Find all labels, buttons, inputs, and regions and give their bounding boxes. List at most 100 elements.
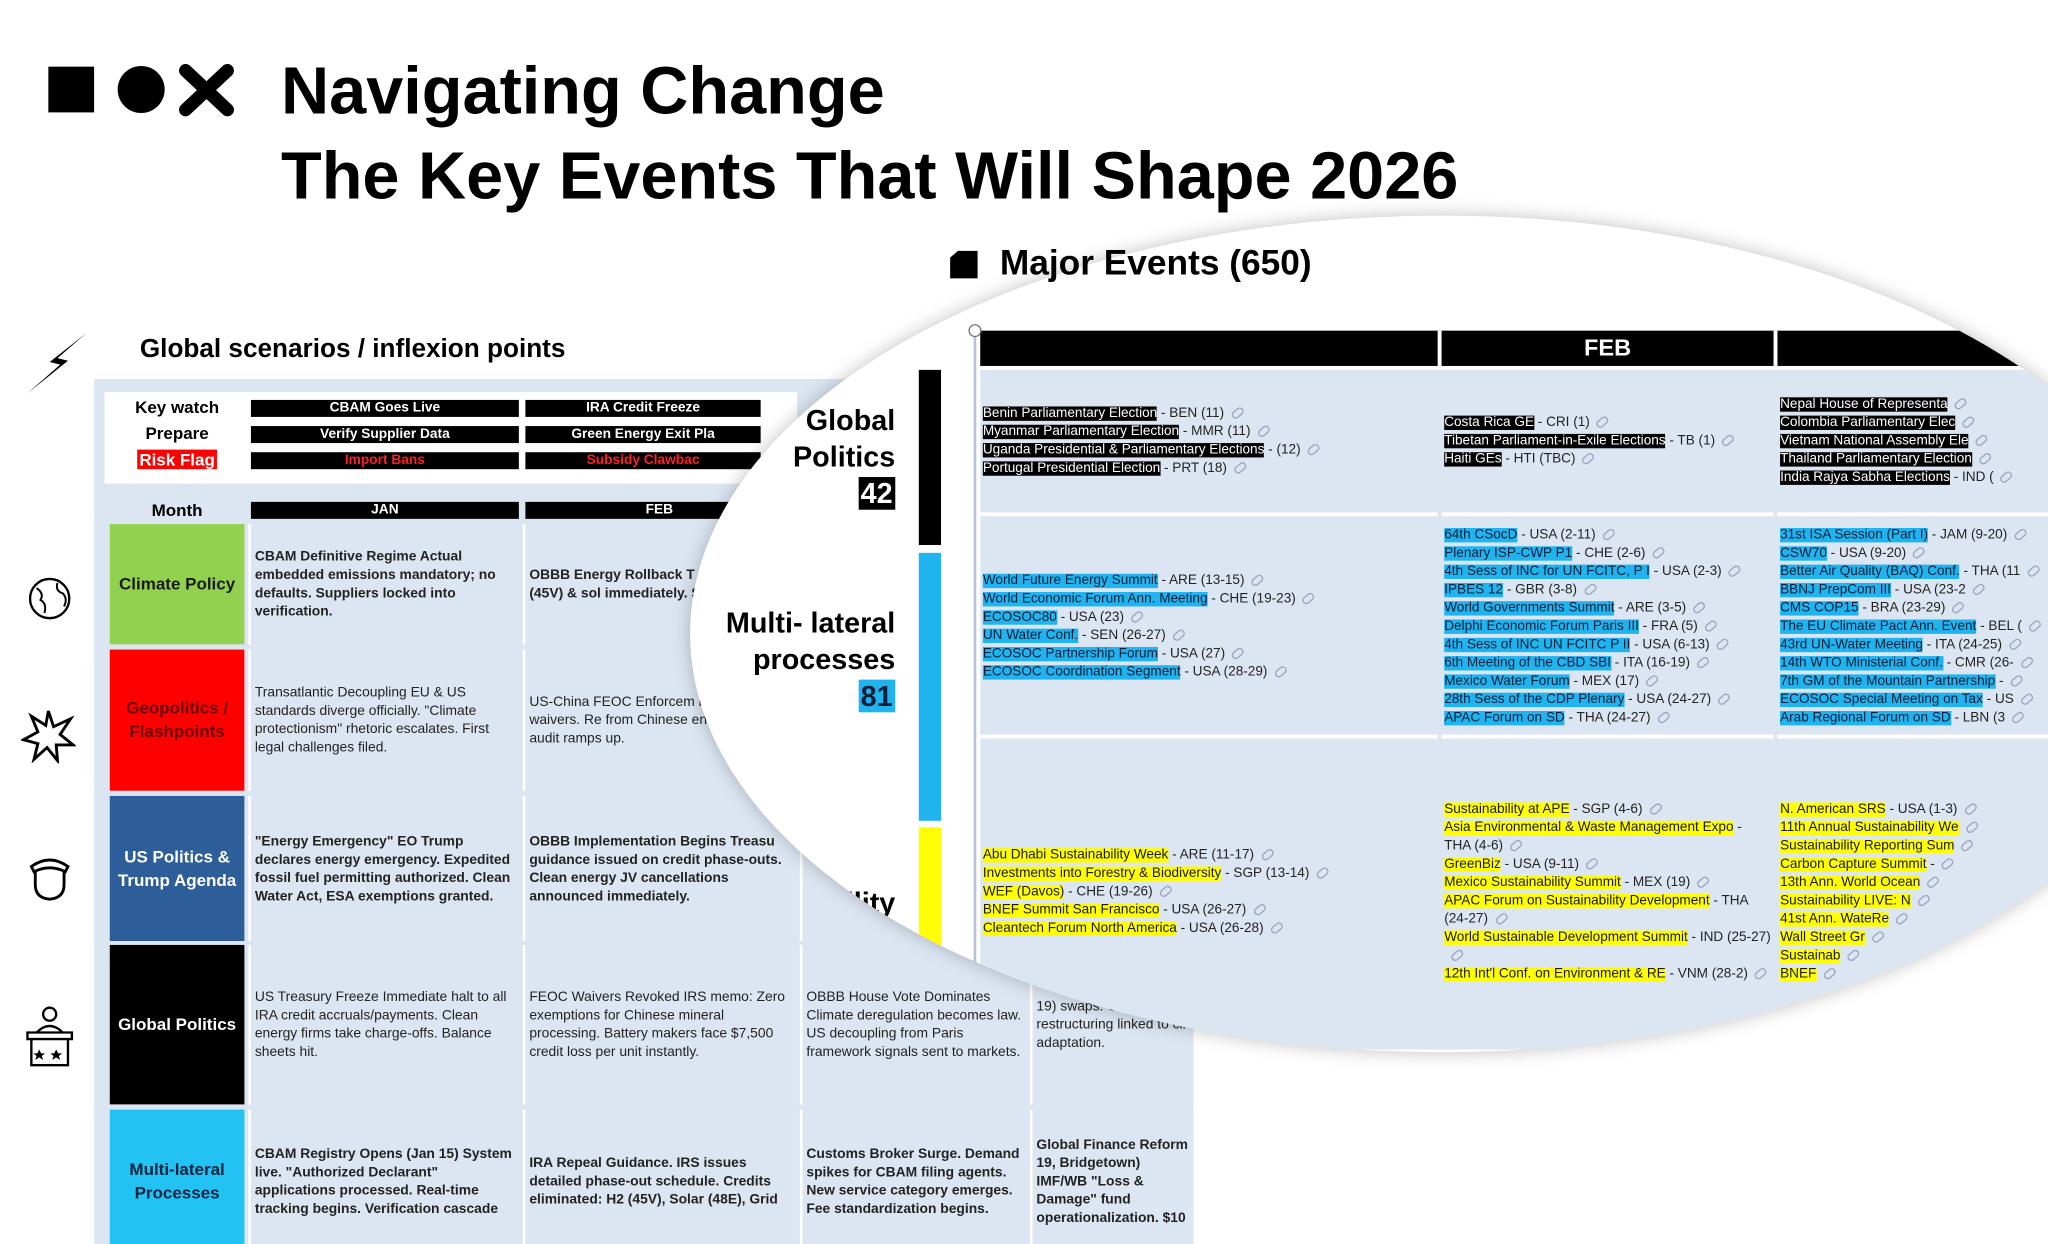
link-icon	[2025, 564, 2041, 579]
link-icon	[1940, 857, 1956, 872]
event-name: N. American SRS	[1780, 802, 1886, 817]
event-name: UN Water Conf.	[982, 628, 1079, 644]
event-name: 28th Sess of the CDP Plenary	[1444, 692, 1625, 708]
event: ECOSOC Special Meeting on Tax - US	[1780, 691, 2048, 709]
link-icon	[2019, 692, 2035, 707]
major-events-title: Major Events (650)	[999, 243, 1312, 283]
event: Tibetan Parliament-in-Exile Elections - …	[1444, 432, 1771, 450]
event-detail: - LBN (3	[1950, 710, 2006, 726]
watch-pill: Verify Supplier Data	[250, 426, 519, 444]
event-detail: - USA (9-20)	[1826, 546, 1907, 561]
event: Mexico Sustainability Summit - MEX (19)	[1444, 874, 1771, 892]
cell-text: US Treasury Freeze Immediate halt to all…	[248, 944, 519, 1105]
event-detail: - FRA (5)	[1638, 619, 1698, 634]
event: Costa Rica GE - CRI (1)	[1444, 414, 1771, 432]
event-detail: - ARE (11-17)	[1168, 848, 1255, 863]
event: BNEF	[1780, 966, 2048, 984]
event-name: Tibetan Parliament-in-Exile Elections	[1444, 433, 1666, 448]
title-line-1: Navigating Change	[280, 53, 885, 129]
event: 31st ISA Session (Part I) - JAM (9-20)	[1780, 527, 2048, 545]
axis-knob	[968, 324, 982, 338]
event-detail: - USA (1-3)	[1885, 802, 1958, 817]
scenarios-title: Global scenarios / inflexion points	[139, 334, 566, 364]
event: BNEF Summit San Francisco - USA (26-27)	[982, 902, 1435, 920]
link-icon	[1964, 820, 1980, 835]
event-name: BBNJ PrepCom III	[1780, 582, 1892, 598]
event: 7th GM of the Mountain Partnership -	[1780, 673, 2048, 691]
event-name: Cleantech Forum North America	[982, 921, 1177, 936]
zoom-lens: FEB Global Politics 42 Benin Parliamentary …	[690, 215, 2048, 1053]
event-name: Abu Dhabi Sustainability Week	[982, 848, 1169, 863]
event-name: 41st Ann. WateRe	[1780, 912, 1890, 927]
event: APAC Forum on Sustainability Development…	[1444, 893, 1771, 930]
event: Vietnam National Assembly Ele	[1780, 432, 2048, 450]
link-icon	[2012, 527, 2028, 543]
event-detail: - BEL (	[1976, 619, 2022, 634]
event-cell: 31st ISA Session (Part I) - JAM (9-20) CS…	[1777, 520, 2048, 739]
event-name: Asia Environmental & Waste Management Ex…	[1444, 820, 1734, 836]
event: Better Air Quality (BAQ) Conf. - THA (11	[1780, 563, 2048, 581]
event: World Governments Summit - ARE (3-5)	[1444, 600, 1771, 618]
event-detail: - SGP (4-6)	[1569, 802, 1643, 817]
month-divider	[1437, 330, 1442, 366]
event-detail: - PRT (18)	[1160, 460, 1227, 476]
event: Nepal House of Representa	[1780, 395, 2048, 413]
link-icon	[2019, 655, 2035, 671]
link-icon	[1695, 875, 1711, 890]
watch-label: Risk Flag	[110, 449, 245, 471]
event: WEF (Davos) - CHE (19-26)	[982, 884, 1435, 902]
event-name: 64th CSocD	[1444, 528, 1518, 543]
link-icon	[1256, 423, 1272, 439]
link-icon	[1753, 966, 1769, 982]
event: 11th Annual Sustainability We	[1780, 819, 2048, 837]
link-icon	[1229, 405, 1245, 420]
event-detail: - CHE (19-23)	[1207, 592, 1296, 607]
event-detail: - USA (23)	[1056, 610, 1124, 625]
event-detail: - SEN (26-27)	[1078, 628, 1166, 644]
event: Portugal Presidential Election - PRT (18…	[982, 459, 1435, 477]
event-name: ECOSOC Partnership Forum	[982, 646, 1158, 662]
link-icon	[1584, 857, 1600, 872]
event: APAC Forum on SD - THA (24-27)	[1444, 710, 1771, 728]
event-detail: - ARE (13-15)	[1157, 573, 1245, 589]
event-detail: - CHE (19-26)	[1064, 884, 1153, 900]
event-detail: - SGP (13-14)	[1221, 866, 1310, 881]
link-icon	[1259, 847, 1275, 863]
category-bar	[918, 369, 942, 546]
event-detail: - TB (1)	[1665, 433, 1716, 448]
cell-text: Transatlantic Decoupling EU & US standar…	[248, 649, 519, 791]
event-detail: - USA (24-27)	[1624, 692, 1712, 708]
event-name: Mexico Water Forum	[1444, 674, 1570, 689]
event-cell: Benin Parliamentary Election - BEN (11) M…	[980, 370, 1438, 517]
event-detail: - GBR (3-8)	[1503, 582, 1578, 598]
event-name: 6th Meeting of the CBD SBI	[1444, 656, 1612, 671]
link-icon	[1960, 414, 1976, 430]
link-icon	[1950, 600, 1966, 616]
link-icon	[1129, 610, 1145, 625]
event-name: Investments into Forestry & Biodiversity	[982, 866, 1222, 881]
link-icon	[1158, 884, 1174, 899]
event: Sustainab	[1780, 948, 2048, 966]
icon-head	[29, 858, 70, 901]
month-bar	[980, 330, 2048, 366]
event: World Economic Forum Ann. Meeting - CHE …	[982, 591, 1435, 609]
event-cell: 64th CSocD - USA (2-11) Plenary ISP-CWP P…	[1441, 520, 1774, 739]
link-icon	[1171, 628, 1187, 643]
link-icon	[1720, 432, 1736, 448]
event-name: ECOSOC80	[982, 610, 1057, 625]
icon-podium	[26, 1006, 74, 1067]
event: GreenBiz - USA (9-11)	[1444, 856, 1771, 874]
row-label: Global Politics	[109, 944, 245, 1105]
event-detail: - USA (26-28)	[1176, 921, 1264, 936]
month-label: Month	[109, 500, 245, 521]
event-name: 4th Sess of INC for UN FCITC, P I	[1444, 564, 1650, 579]
link-icon	[1251, 902, 1267, 918]
event-detail: - IND (	[1949, 469, 1994, 485]
link-icon	[1695, 655, 1711, 671]
link-icon	[1449, 948, 1465, 963]
watch-pill: IRA Credit Freeze	[525, 399, 761, 417]
event-detail: - MEX (19)	[1620, 875, 1691, 891]
event-name: WEF (Davos)	[982, 884, 1065, 900]
event-cell: Sustainability at APE - SGP (4-6) Asia En…	[1442, 742, 1774, 1043]
event-name: Wall Street Gr	[1780, 930, 1865, 945]
